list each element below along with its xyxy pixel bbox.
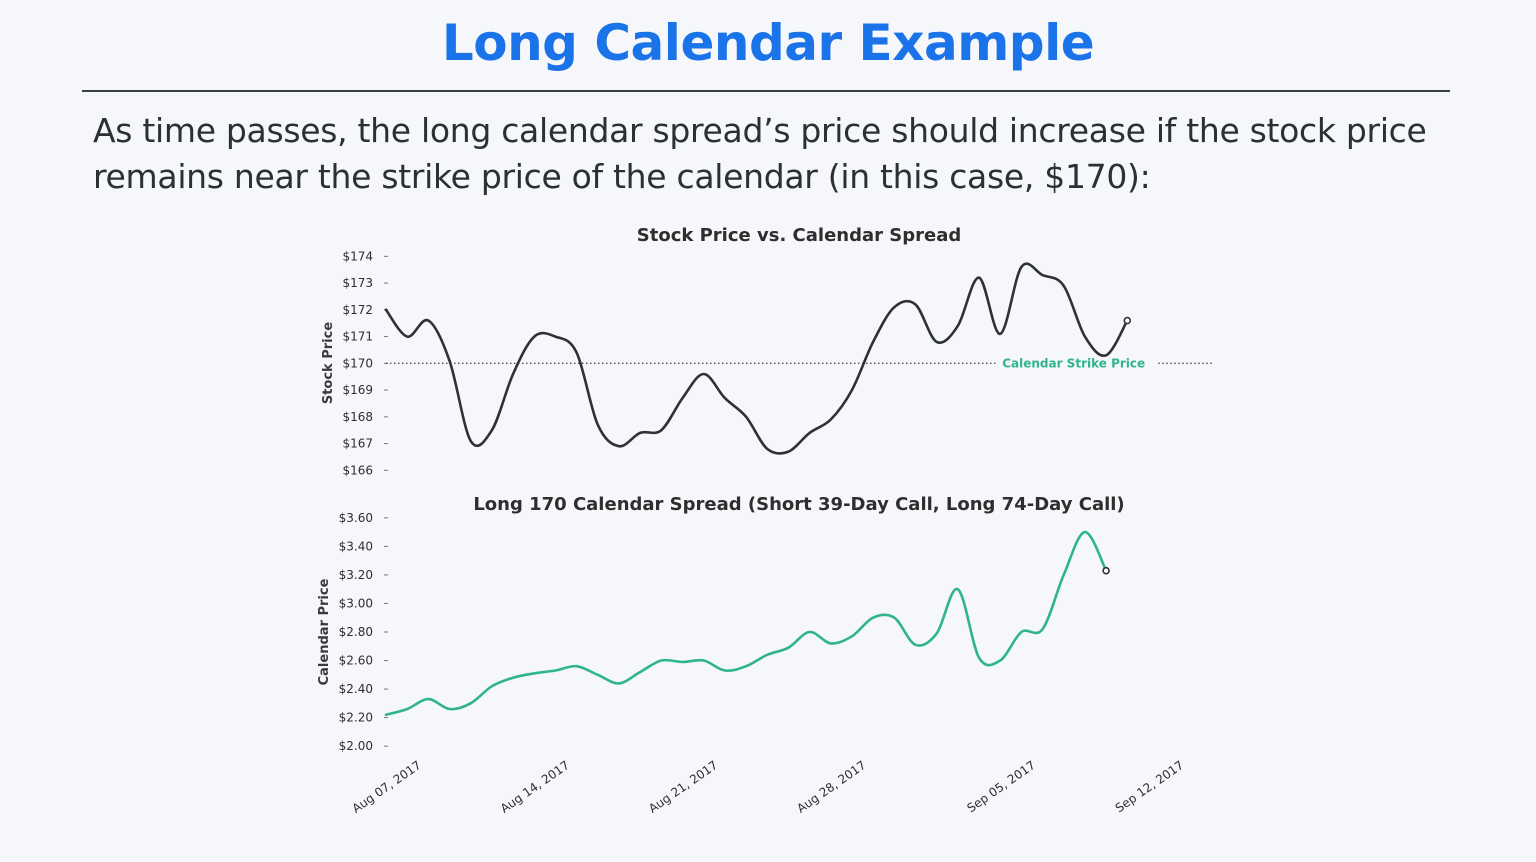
stock-price-chart: Stock Price vs. Calendar Spread Stock Pr… — [321, 225, 1212, 477]
stock-chart-ytick-label: $168 — [342, 410, 373, 424]
slide-body-text: As time passes, the long calendar spread… — [93, 111, 1427, 196]
spread-chart-ytick-label: $2.40 — [339, 682, 373, 696]
stock-chart-ytick-label: $172 — [342, 303, 373, 317]
stock-chart-ylabel: Stock Price — [321, 322, 336, 404]
stock-chart-ytick-label: $166 — [342, 463, 373, 477]
stock-chart-ytick-label: $171 — [342, 330, 373, 344]
spread-chart-xtick-label: Sep 12, 2017 — [1113, 758, 1186, 815]
spread-chart-ytick-label: $2.80 — [339, 625, 373, 639]
title-divider — [82, 90, 1450, 92]
stock-price-data-point — [1123, 316, 1132, 325]
stock-chart-title: Stock Price vs. Calendar Spread — [637, 225, 961, 246]
chart-figure: Stock Price vs. Calendar Spread Stock Pr… — [300, 215, 1240, 830]
calendar-spread-series-line — [384, 530, 1108, 717]
stock-chart-ytick-label: $169 — [342, 383, 373, 397]
spread-chart-ytick-label: $3.40 — [339, 539, 373, 553]
stock-price-series-line — [384, 262, 1129, 455]
spread-chart-xtick-label: Aug 07, 2017 — [350, 758, 424, 816]
stock-chart-ytick-label: $170 — [342, 356, 373, 370]
slide-title: Long Calendar Example — [441, 14, 1095, 72]
spread-chart-ytick-label: $3.00 — [339, 596, 373, 610]
stock-chart-ytick-label: $167 — [342, 437, 373, 451]
stock-price-points — [1123, 316, 1132, 325]
spread-chart-xticks: Aug 07, 2017 Aug 14, 2017 Aug 21, 2017 Aug … — [350, 758, 1187, 816]
stock-chart-ytick-label: $173 — [342, 276, 373, 290]
spread-chart-ylabel: Calendar Price — [317, 578, 332, 685]
chart-svg: Stock Price vs. Calendar Spread Stock Pr… — [317, 225, 1212, 816]
spread-chart-ytick-label: $3.20 — [339, 568, 373, 582]
stock-chart-yticks: $166 $167 $168 $169 $170 $171 $172 $173 $174 — [342, 249, 388, 477]
stock-chart-ytick-label: $174 — [342, 249, 373, 263]
spread-chart-ytick-label: $2.20 — [339, 711, 373, 725]
spread-chart-xtick-label: Aug 21, 2017 — [646, 758, 720, 816]
spread-chart-xtick-label: Aug 14, 2017 — [498, 758, 572, 816]
spread-chart-title: Long 170 Calendar Spread (Short 39-Day C… — [473, 494, 1124, 515]
calendar-spread-chart: Long 170 Calendar Spread (Short 39-Day C… — [317, 494, 1186, 816]
calendar-spread-points — [1102, 566, 1110, 575]
strike-price-label: Calendar Strike Price — [1002, 356, 1145, 370]
spread-chart-yticks: $2.00 $2.20 $2.40 $2.60 $2.80 $3.00 $3.20 $3.40… — [339, 511, 388, 753]
calendar-spread-data-point — [1102, 566, 1110, 575]
spread-chart-xtick-label: Sep 05, 2017 — [964, 758, 1037, 815]
spread-chart-xtick-label: Aug 28, 2017 — [794, 758, 868, 816]
spread-chart-ytick-label: $3.60 — [339, 511, 373, 525]
spread-chart-ytick-label: $2.60 — [339, 654, 373, 668]
spread-chart-ytick-label: $2.00 — [339, 739, 373, 753]
